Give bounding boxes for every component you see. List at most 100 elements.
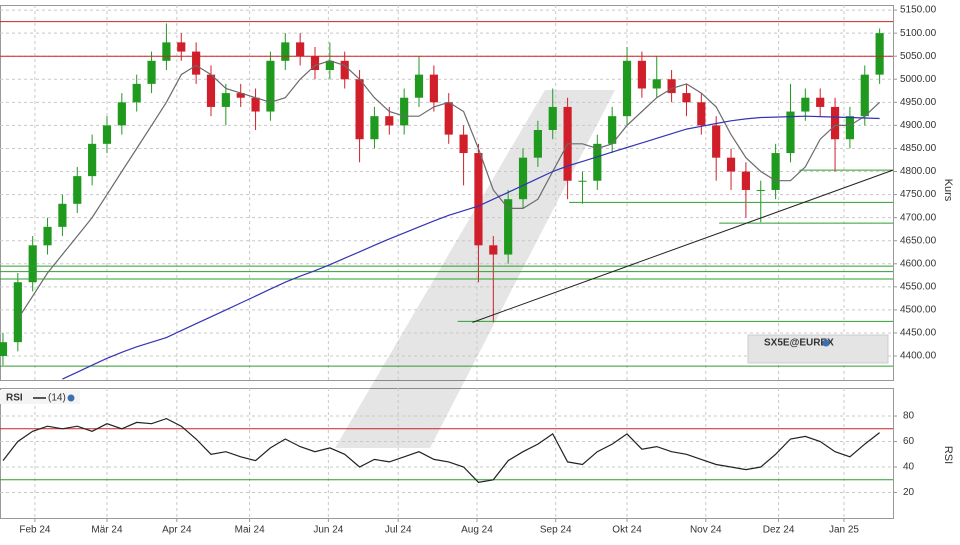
candle-body xyxy=(489,245,498,255)
line-series xyxy=(17,60,881,320)
candle-body xyxy=(578,180,587,182)
candle-body xyxy=(637,60,646,89)
y-tick-label: 4650.00 xyxy=(900,235,937,246)
candle-body xyxy=(622,60,632,117)
y-tick-label: 4500.00 xyxy=(900,305,937,316)
x-tick-label: Mär 24 xyxy=(91,525,123,536)
candle-body xyxy=(43,226,52,246)
candle-body xyxy=(533,130,542,158)
candle-body xyxy=(385,116,394,126)
legend-box xyxy=(747,334,889,364)
x-tick-label: Jan 25 xyxy=(829,525,859,536)
candle-body xyxy=(147,60,156,84)
y-tick-label: 4400.00 xyxy=(900,351,937,362)
candle-body xyxy=(771,153,780,190)
y-tick-label: 20 xyxy=(903,487,915,498)
y-tick-label: 4900.00 xyxy=(900,120,937,131)
candle-body xyxy=(281,42,290,61)
y-tick-label: 40 xyxy=(903,462,915,473)
candle-body xyxy=(340,60,349,80)
legend-icon[interactable] xyxy=(67,394,75,402)
candle-body xyxy=(504,199,513,255)
candle-body xyxy=(414,74,424,98)
candle-body xyxy=(474,153,483,246)
candle-body xyxy=(697,102,706,126)
candle-body xyxy=(28,245,37,283)
candle-body xyxy=(370,116,379,140)
candle-body xyxy=(756,189,765,191)
line-series xyxy=(2,417,880,483)
candle-body xyxy=(177,42,186,52)
y-tick-label: 4700.00 xyxy=(900,212,937,223)
candle-body xyxy=(88,143,97,177)
line-series xyxy=(62,115,880,380)
candle-body xyxy=(518,157,528,200)
y-tick-label: 4550.00 xyxy=(900,281,937,292)
candle-body xyxy=(162,42,171,61)
x-tick-label: Feb 24 xyxy=(19,525,51,536)
y-tick-label: 4800.00 xyxy=(900,166,937,177)
legend-icon[interactable] xyxy=(822,339,830,347)
legend-label: (14) xyxy=(48,393,66,404)
candle-body xyxy=(682,93,691,103)
y-tick-label: 60 xyxy=(903,436,915,447)
candle-body xyxy=(117,102,126,126)
candle-body xyxy=(221,93,230,107)
y-tick-label: 5150.00 xyxy=(900,5,937,16)
rsi-title: RSI xyxy=(6,393,23,404)
candle-body xyxy=(667,79,676,94)
x-tick-label: Jun 24 xyxy=(313,525,343,536)
y-tick-label: 4600.00 xyxy=(900,258,937,269)
x-tick-label: Mai 24 xyxy=(235,525,265,536)
x-tick-label: Aug 24 xyxy=(461,525,493,536)
candle-body xyxy=(786,111,795,154)
candle-body xyxy=(459,134,468,154)
candle-body xyxy=(73,176,82,204)
y-tick-label: 4850.00 xyxy=(900,143,937,154)
candle-body xyxy=(0,342,8,357)
x-tick-label: Dez 24 xyxy=(763,525,795,536)
candle-body xyxy=(310,56,320,71)
candle-body xyxy=(206,74,216,107)
y-tick-label: 80 xyxy=(903,411,915,422)
y-axis-label: Kurs xyxy=(942,179,954,202)
candle-body xyxy=(726,157,736,172)
trend-line xyxy=(472,169,894,323)
candle-body xyxy=(830,106,840,140)
rsi-panel xyxy=(0,388,894,519)
price-panel xyxy=(0,5,894,381)
candle-body xyxy=(429,74,438,103)
candle-body xyxy=(608,116,617,144)
plot-layer: 4400.00 4450.00 4500.00 4550.00 4600.00 4650.… xyxy=(0,5,937,536)
x-tick-label: Sep 24 xyxy=(540,525,572,536)
y-tick-label: 4950.00 xyxy=(900,97,937,108)
candle-body xyxy=(816,97,825,107)
candle-body xyxy=(355,79,364,140)
watermark xyxy=(335,90,615,448)
x-tick-label: Nov 24 xyxy=(690,525,722,536)
candle-body xyxy=(325,60,334,71)
candle-body xyxy=(712,125,721,158)
candle-body xyxy=(192,51,201,75)
y-tick-label: 5000.00 xyxy=(900,74,937,85)
candle-body xyxy=(875,33,884,75)
candle-body xyxy=(741,171,750,190)
candle-body xyxy=(236,93,245,98)
candle-body xyxy=(13,282,22,343)
candle-body xyxy=(400,97,409,126)
y-axis-label: RSI xyxy=(942,446,954,464)
candle-body xyxy=(652,79,661,89)
x-tick-label: Okt 24 xyxy=(612,525,642,536)
y-tick-label: 5100.00 xyxy=(900,28,937,39)
y-tick-label: 4450.00 xyxy=(900,328,937,339)
y-tick-label: 4750.00 xyxy=(900,189,937,200)
y-tick-label: 5050.00 xyxy=(900,51,937,62)
candle-body xyxy=(845,116,854,140)
rsi-legend-box xyxy=(0,390,80,404)
candle-body xyxy=(251,97,260,112)
candle-body xyxy=(102,125,112,144)
x-tick-label: Apr 24 xyxy=(162,525,192,536)
candle-body xyxy=(266,60,275,112)
candle-body xyxy=(801,97,810,112)
